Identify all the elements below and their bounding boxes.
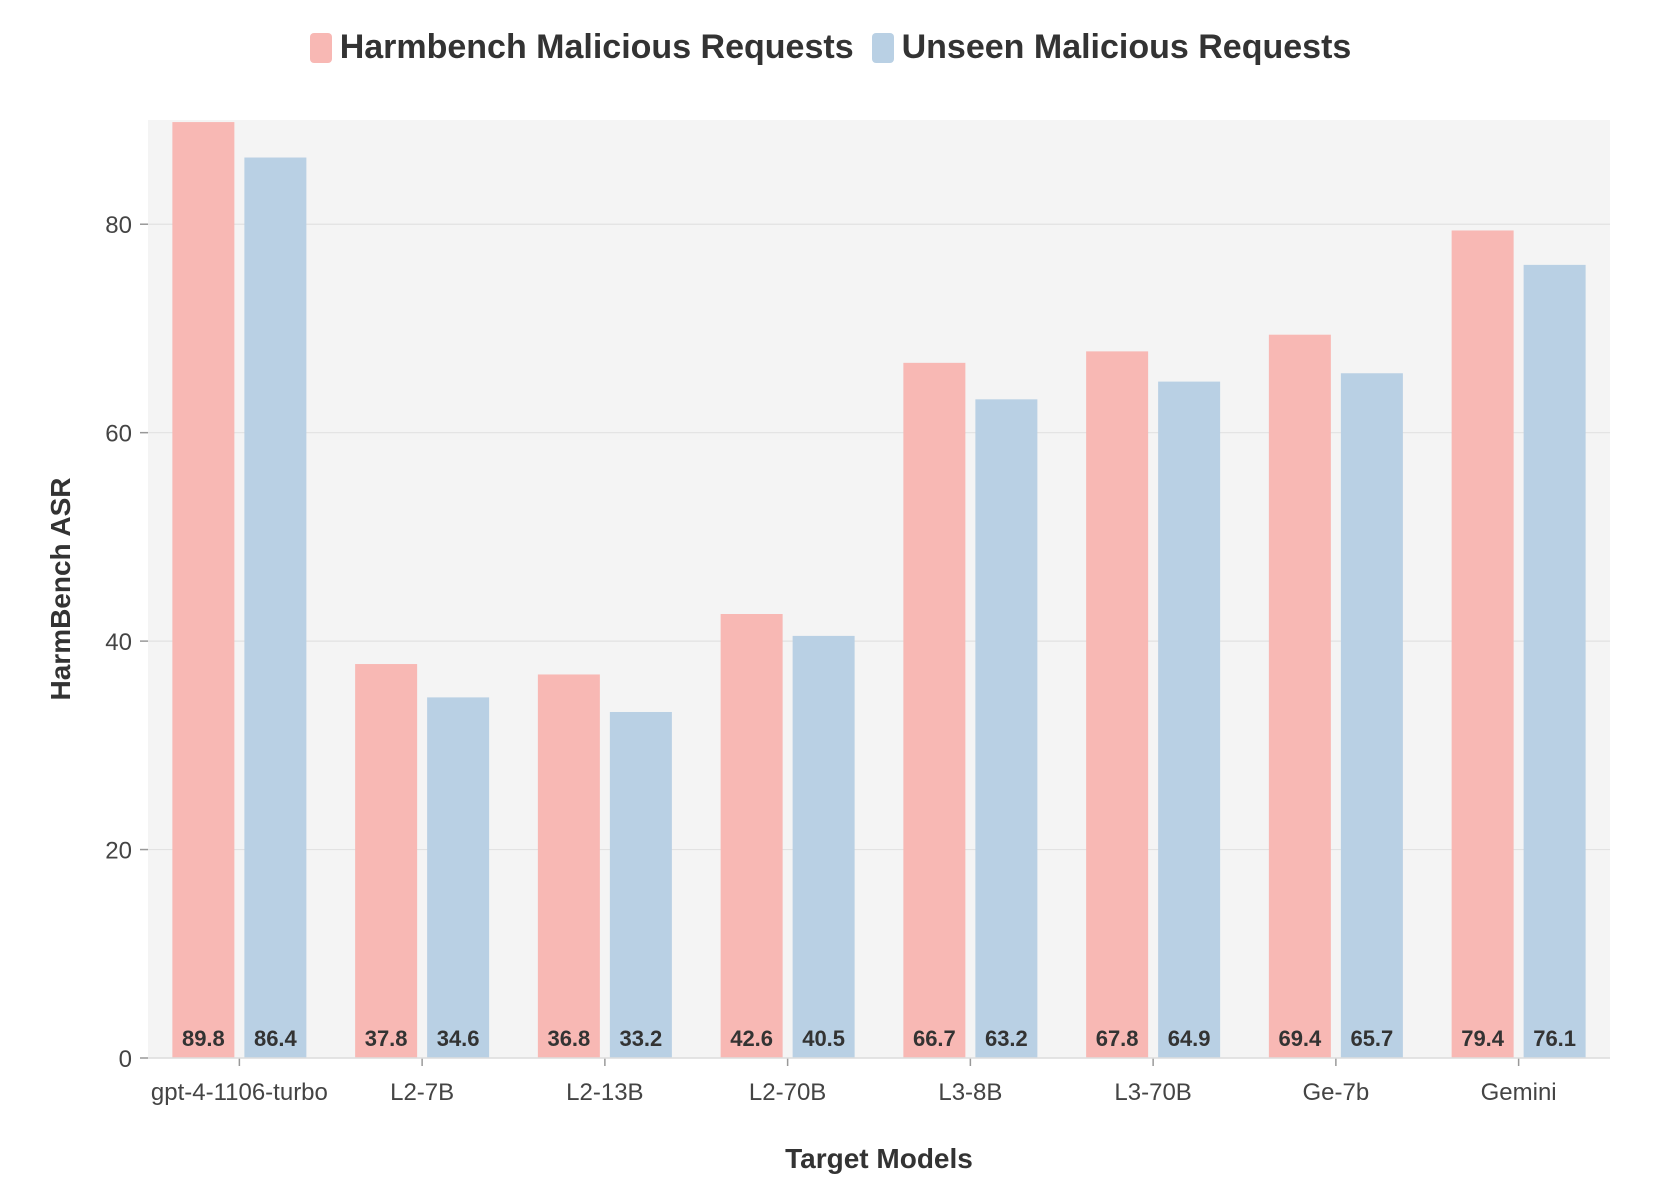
x-tick-label: L2-13B <box>566 1079 643 1106</box>
bar-harmbench-7 <box>1451 230 1514 1058</box>
data-label: 86.4 <box>254 1026 298 1051</box>
legend: Harmbench Malicious Requests Unseen Mali… <box>0 28 1661 67</box>
x-tick-label: gpt-4-1106-turbo <box>151 1079 328 1106</box>
y-tick-label: 60 <box>105 421 132 448</box>
bar-harmbench-1 <box>355 664 418 1058</box>
data-label: 64.9 <box>1168 1026 1211 1051</box>
x-tick-label: L3-8B <box>938 1079 1002 1106</box>
legend-swatch-harmbench <box>309 32 332 63</box>
bar-unseen-0 <box>244 157 307 1058</box>
legend-label-unseen: Unseen Malicious Requests <box>901 28 1352 66</box>
y-tick-label: 80 <box>105 212 132 239</box>
data-label: 33.2 <box>619 1026 662 1051</box>
x-tick-label: Ge-7b <box>1303 1079 1370 1106</box>
x-tick-label: L2-7B <box>390 1079 454 1106</box>
x-axis-title: Target Models <box>785 1143 973 1174</box>
bar-harmbench-6 <box>1268 334 1331 1059</box>
bar-harmbench-4 <box>903 362 966 1058</box>
data-label: 34.6 <box>437 1026 480 1051</box>
data-label: 37.8 <box>365 1026 408 1051</box>
bar-unseen-3 <box>792 635 855 1058</box>
data-label: 36.8 <box>547 1026 590 1051</box>
y-axis-ticks: 0 20 40 60 80 <box>105 212 148 1073</box>
data-label: 65.7 <box>1350 1026 1393 1051</box>
x-tick-label: L3-70B <box>1114 1079 1191 1106</box>
y-tick-label: 0 <box>119 1046 132 1073</box>
x-axis-ticks: gpt-4-1106-turbo L2-7B L2-13B L2-70B L3-8B L3… <box>148 1057 1610 1106</box>
data-labels: 89.8 86.4 37.8 34.6 36.8 33.2 42.6 40.5 66.7 63.2… <box>182 1026 1576 1051</box>
bar-unseen-2 <box>609 711 672 1058</box>
data-label: 89.8 <box>182 1026 225 1051</box>
bar-unseen-6 <box>1340 373 1403 1058</box>
bar-harmbench-2 <box>537 674 600 1058</box>
bar-harmbench-0 <box>172 122 235 1058</box>
y-axis-title: HarmBench ASR <box>45 477 76 700</box>
bar-unseen-1 <box>427 697 490 1058</box>
x-tick-label: L2-70B <box>749 1079 826 1106</box>
data-label: 69.4 <box>1278 1026 1322 1051</box>
legend-label-harmbench: Harmbench Malicious Requests <box>339 28 854 66</box>
legend-item-harmbench: Harmbench Malicious Requests <box>309 28 854 67</box>
data-label: 79.4 <box>1461 1026 1505 1051</box>
data-label: 67.8 <box>1096 1026 1139 1051</box>
bar-unseen-5 <box>1158 381 1221 1058</box>
bar-unseen-4 <box>975 399 1038 1058</box>
bar-harmbench-5 <box>1086 351 1149 1059</box>
data-label: 42.6 <box>730 1026 773 1051</box>
x-tick-label: Gemini <box>1481 1079 1557 1106</box>
data-label: 66.7 <box>913 1026 956 1051</box>
legend-item-unseen: Unseen Malicious Requests <box>871 28 1352 67</box>
data-label: 63.2 <box>985 1026 1028 1051</box>
y-tick-label: 40 <box>105 629 132 656</box>
bars <box>172 122 1586 1059</box>
data-label: 40.5 <box>802 1026 845 1051</box>
data-label: 76.1 <box>1533 1026 1576 1051</box>
legend-swatch-unseen <box>871 32 894 63</box>
bar-unseen-7 <box>1523 264 1586 1058</box>
bar-harmbench-3 <box>720 614 783 1058</box>
y-tick-label: 20 <box>105 838 132 865</box>
